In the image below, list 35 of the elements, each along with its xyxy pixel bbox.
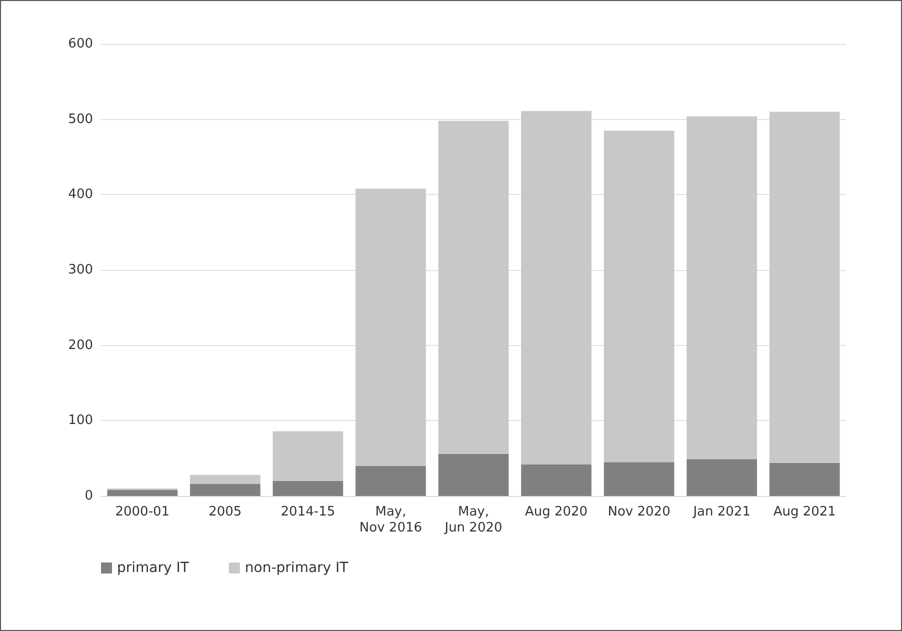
bar [272,480,344,496]
y-tick-label: 100 [68,413,93,428]
y-tick-label: 600 [68,36,93,52]
bar [190,484,260,496]
bar [190,474,260,484]
x-tick-label: Aug 2021 [773,504,836,520]
bar [604,462,674,496]
x-tick-label: May, Jun 2020 [444,504,502,536]
bar [521,464,592,496]
bar [356,188,426,466]
x-tick-label: 2014-15 [280,504,336,520]
bar [686,459,758,496]
bar [769,462,840,496]
y-tick-label: 400 [68,187,93,202]
bar [521,111,592,464]
bar [272,431,344,481]
y-tick-label: 300 [68,262,93,278]
legend-label: primary IT [117,560,190,576]
y-tick-label: 0 [84,488,93,504]
x-tick-label: May, Nov 2016 [359,504,422,536]
x-tick-label: 2000-01 [115,504,170,520]
bar [604,130,674,462]
y-tick-label: 200 [68,338,93,353]
x-tick-label: Jan 2021 [692,504,750,520]
bar [438,120,509,454]
bar [438,454,509,496]
x-tick-label: Nov 2020 [608,504,670,520]
bar [686,116,758,460]
y-tick-label: 500 [68,112,93,127]
x-tick-label: 2005 [208,504,242,520]
legend-label: non-primary IT [244,560,349,576]
bar [769,112,840,463]
x-tick-label: Aug 2020 [524,504,588,520]
bar [356,466,426,496]
bar [107,490,178,496]
